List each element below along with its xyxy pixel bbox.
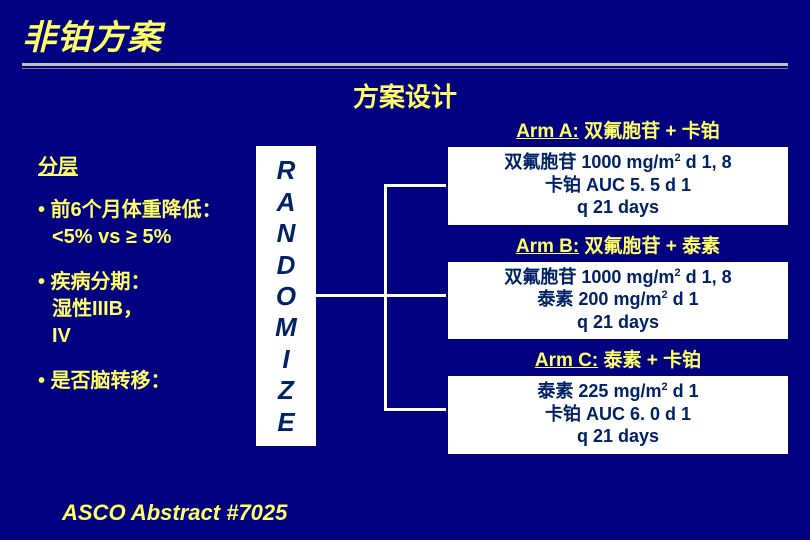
randomize-box: RANDOMIZE [256, 146, 316, 446]
diagram-area: 分层 • 前6个月体重降低： <5% vs ≥ 5% • 疾病分期： 湿性IIIB… [0, 114, 810, 534]
slide-subheading: 方案设计 [0, 77, 810, 114]
randomize-letter: R [277, 157, 296, 183]
stratification-column: 分层 • 前6个月体重降低： <5% vs ≥ 5% • 疾病分期： 湿性IIIB… [38, 150, 248, 413]
title-rule-1 [22, 63, 788, 66]
stratification-item: • 前6个月体重降低： <5% vs ≥ 5% [38, 197, 248, 251]
randomize-letter: Z [278, 377, 294, 403]
connector-branch-c [384, 408, 446, 411]
arm-label-underlined: Arm B: [516, 236, 579, 257]
stratification-item: • 是否脑转移： [38, 368, 248, 395]
randomize-letter: M [275, 314, 297, 340]
arm-regimen-box: 双氟胞苷 1000 mg/m2 d 1, 8卡铂 AUC 5. 5 d 1q 2… [448, 147, 788, 225]
stratification-item: • 疾病分期： 湿性IIIB， IV [38, 269, 248, 350]
randomize-letter: E [277, 409, 294, 435]
arm-label-underlined: Arm A: [516, 121, 579, 142]
arm-title: Arm B: 双氟胞苷 + 泰素 [448, 231, 788, 258]
arm-label-underlined: Arm C: [535, 350, 598, 371]
connector-stem [316, 294, 386, 297]
randomize-letter: O [276, 283, 296, 309]
arm-title: Arm A: 双氟胞苷 + 卡铂 [448, 116, 788, 143]
footer-reference: ASCO Abstract #7025 [62, 500, 287, 526]
slide-title: 非铂方案 [0, 0, 810, 63]
connector-branch-b [384, 294, 446, 297]
arms-column: Arm A: 双氟胞苷 + 卡铂双氟胞苷 1000 mg/m2 d 1, 8卡铂… [448, 114, 788, 460]
arm-label-rest: 泰素 + 卡铂 [598, 350, 701, 371]
arm-regimen-box: 双氟胞苷 1000 mg/m2 d 1, 8泰素 200 mg/m2 d 1q … [448, 262, 788, 340]
randomize-letter: D [277, 252, 296, 278]
arm-regimen-box: 泰素 225 mg/m2 d 1卡铂 AUC 6. 0 d 1q 21 days [448, 376, 788, 454]
arm-label-rest: 双氟胞苷 + 卡铂 [579, 121, 720, 142]
arm-label-rest: 双氟胞苷 + 泰素 [579, 236, 720, 257]
randomize-letter: A [277, 189, 296, 215]
arm-title: Arm C: 泰素 + 卡铂 [448, 345, 788, 372]
stratification-heading: 分层 [38, 150, 248, 179]
randomize-letter: I [282, 346, 289, 372]
connector-branch-a [384, 184, 446, 187]
title-rule-2 [22, 68, 788, 69]
connector-vertical [384, 184, 387, 410]
randomize-letter: N [277, 220, 296, 246]
